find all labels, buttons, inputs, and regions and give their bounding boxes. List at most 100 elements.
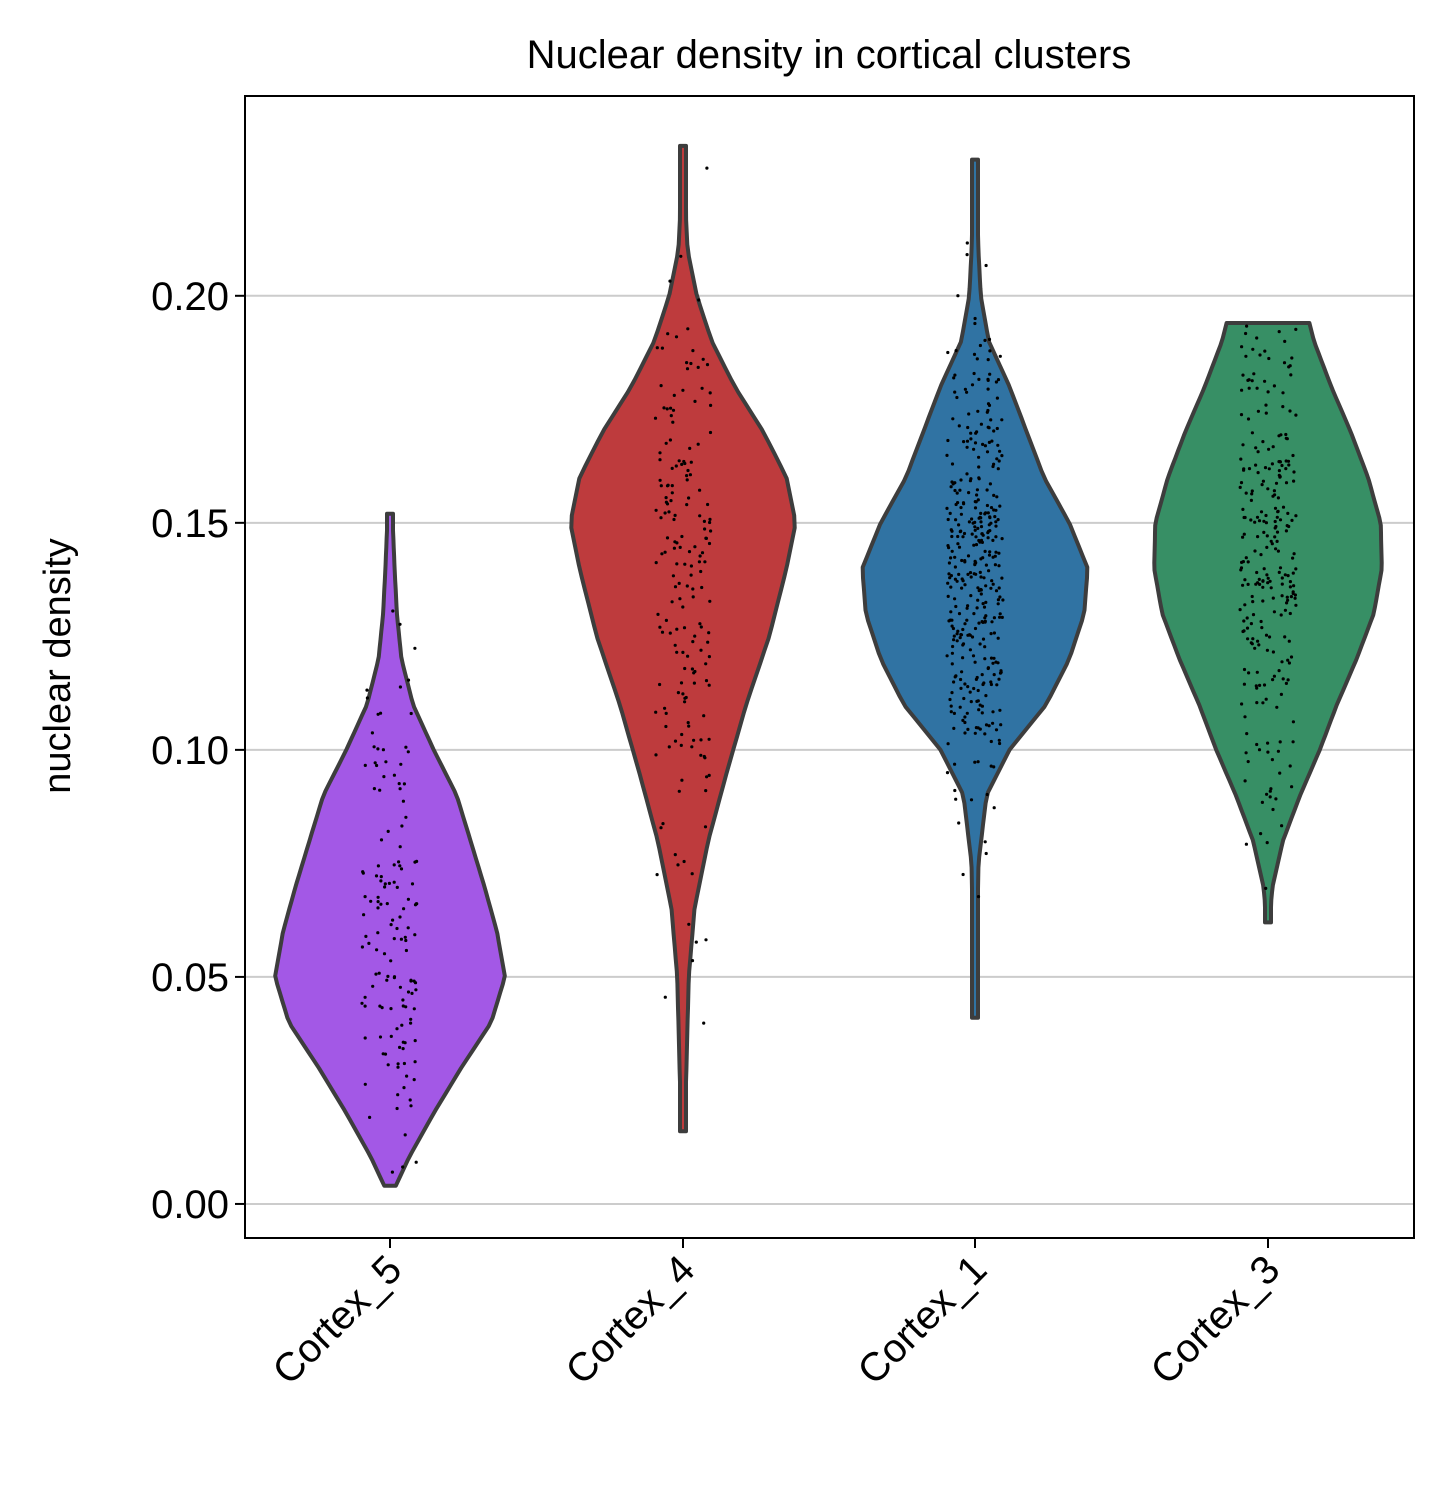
data-point: [406, 990, 411, 994]
data-point: [956, 629, 960, 633]
data-point: [996, 518, 1000, 522]
data-point: [999, 723, 1003, 727]
data-point: [1256, 535, 1260, 539]
data-point: [980, 540, 985, 545]
data-point: [375, 948, 379, 952]
data-point: [409, 1104, 413, 1108]
data-point: [1244, 354, 1248, 358]
data-point: [991, 582, 995, 586]
data-point: [680, 462, 684, 466]
data-point: [690, 872, 694, 876]
data-point: [1264, 403, 1268, 407]
data-point: [989, 586, 993, 590]
data-point: [1285, 437, 1289, 441]
data-point: [1261, 599, 1265, 603]
data-point: [948, 511, 952, 515]
data-point: [1242, 467, 1246, 471]
data-point: [1245, 732, 1249, 736]
data-point: [1257, 643, 1261, 647]
data-point: [1249, 641, 1253, 645]
data-point: [1284, 467, 1288, 471]
data-point: [1246, 582, 1250, 587]
data-point: [986, 536, 990, 540]
data-point: [1000, 615, 1004, 620]
data-point: [673, 585, 678, 589]
data-point: [992, 462, 996, 466]
data-point: [664, 441, 668, 445]
data-point: [379, 711, 383, 715]
data-point: [1274, 797, 1278, 801]
y-tick-label: 0.00: [151, 1183, 229, 1227]
data-point: [1245, 616, 1249, 620]
data-point: [952, 638, 956, 642]
data-point: [1251, 347, 1255, 351]
data-point: [996, 636, 1000, 640]
data-point: [391, 609, 395, 613]
data-point: [1238, 608, 1242, 612]
data-point: [997, 738, 1001, 742]
data-point: [1255, 515, 1260, 519]
data-point: [1255, 336, 1259, 340]
data-point: [655, 873, 659, 877]
data-point: [708, 520, 712, 525]
data-point: [1000, 454, 1004, 458]
data-point: [969, 798, 974, 802]
data-point: [402, 1061, 406, 1066]
data-point: [654, 508, 658, 512]
data-point: [677, 789, 681, 793]
data-point: [1279, 433, 1283, 437]
data-point: [1242, 629, 1246, 633]
data-point: [1240, 345, 1244, 349]
data-point: [947, 619, 951, 623]
y-tick-label: 0.05: [151, 956, 229, 1000]
data-point: [693, 634, 697, 638]
data-point: [707, 737, 711, 741]
data-point: [395, 1027, 399, 1031]
data-point: [1265, 648, 1269, 652]
data-point: [1280, 660, 1284, 664]
data-point: [959, 512, 964, 516]
data-point: [703, 560, 707, 564]
data-point: [1276, 496, 1280, 500]
data-point: [998, 449, 1002, 453]
data-point: [961, 718, 965, 723]
data-point: [976, 688, 980, 693]
data-point: [1267, 356, 1271, 361]
data-point: [976, 409, 980, 413]
data-point: [706, 502, 710, 507]
data-point: [709, 403, 713, 407]
data-point: [683, 562, 687, 566]
data-point: [1000, 537, 1004, 541]
data-point: [396, 1065, 400, 1069]
data-point: [969, 431, 973, 435]
data-point: [1277, 570, 1281, 575]
data-point: [974, 726, 979, 730]
data-point: [959, 633, 964, 637]
data-point: [992, 765, 996, 769]
data-point: [984, 563, 989, 567]
data-point: [688, 473, 693, 477]
data-point: [1285, 524, 1289, 528]
data-point: [1266, 576, 1270, 580]
data-point: [955, 491, 959, 495]
data-point: [959, 677, 963, 682]
data-point: [376, 712, 380, 716]
x-tick-label: Cortex_3: [1142, 1247, 1288, 1393]
data-point: [1244, 842, 1248, 846]
data-point: [1273, 519, 1277, 524]
data-point: [1278, 771, 1282, 775]
data-point: [1280, 594, 1284, 598]
data-point: [671, 408, 676, 412]
data-point: [1275, 515, 1279, 519]
data-point: [681, 692, 685, 696]
data-point: [949, 485, 953, 489]
data-point: [401, 1165, 405, 1169]
data-point: [1287, 639, 1291, 643]
data-point: [691, 349, 695, 353]
data-point: [671, 420, 675, 424]
data-point: [947, 561, 952, 565]
data-point: [689, 564, 694, 568]
data-point: [1260, 626, 1264, 630]
data-point: [686, 721, 690, 725]
data-point: [401, 1047, 405, 1051]
